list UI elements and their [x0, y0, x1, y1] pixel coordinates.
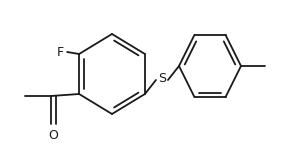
Text: F: F: [57, 45, 64, 58]
Text: S: S: [158, 72, 166, 86]
Text: O: O: [48, 129, 58, 142]
